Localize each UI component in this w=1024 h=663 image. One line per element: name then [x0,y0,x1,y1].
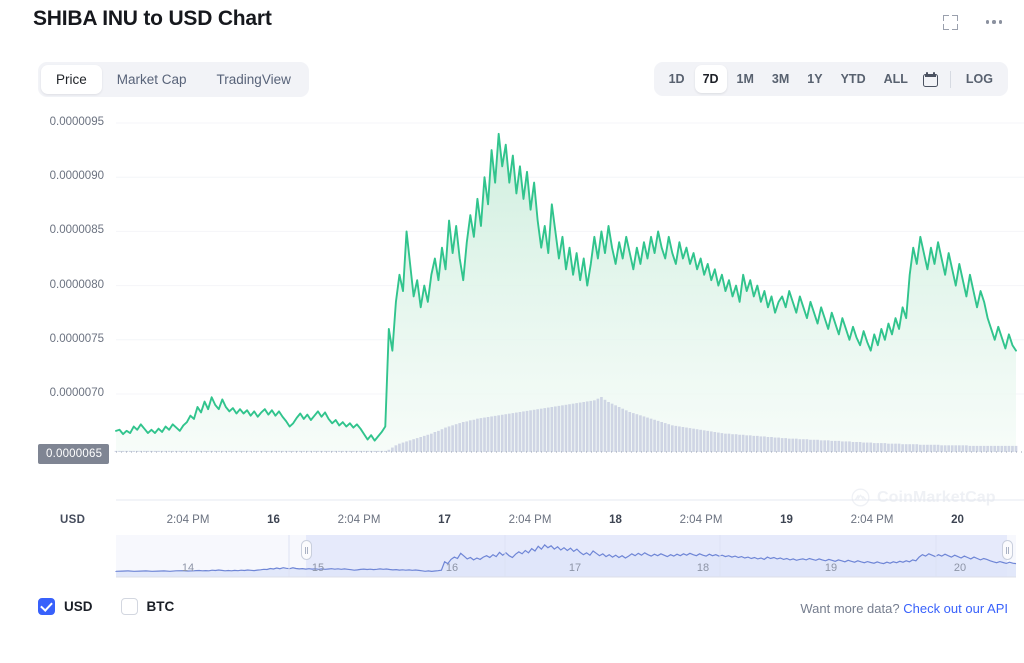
navigator-tick: 18 [696,562,710,574]
current-price-badge: 0.0000065 [38,444,110,464]
range-1y[interactable]: 1Y [807,72,823,86]
x-axis-tick: 16 [267,514,280,526]
navigator-handle-left[interactable] [301,540,312,560]
y-axis-label: 0.0000090 [49,170,104,183]
price-chart-svg [114,122,1024,501]
x-axis: USD 2:04 PM 16 2:04 PM 17 2:04 PM 18 2:0… [0,508,1024,534]
y-axis-label: 0.0000085 [49,224,104,237]
price-chart[interactable]: 0.0000095 0.0000090 0.0000085 0.0000080 … [0,110,1024,510]
y-axis-label: 0.0000075 [49,332,104,345]
x-axis-tick: 18 [609,514,622,526]
navigator-tick: 19 [824,562,838,574]
range-1m[interactable]: 1M [736,72,754,86]
x-axis-tick: 2:04 PM [679,514,723,526]
time-range-selector: 1D 7D 1M 3M 1Y YTD ALL LOG [653,62,1008,96]
range-1d[interactable]: 1D [668,72,685,86]
x-axis-tick: 17 [438,514,451,526]
x-axis-tick: 2:04 PM [166,514,210,526]
chart-footer: USD BTC Want more data? Check out our AP… [0,592,1024,632]
x-axis-tick: 19 [780,514,793,526]
x-axis-tick: 2:04 PM [508,514,552,526]
navigator-tick: 20 [953,562,967,574]
api-note: Want more data? Check out our API [800,601,1008,616]
x-axis-tick: 2:04 PM [850,514,894,526]
more-options-icon[interactable] [982,10,1006,34]
y-axis-label: 0.0000095 [49,116,104,128]
checkbox-btc[interactable]: BTC [120,598,175,615]
currency-axis-label: USD [60,514,86,526]
range-navigator[interactable]: 14 15 16 17 18 19 20 [0,533,1024,585]
y-axis-label: 0.0000080 [49,278,104,291]
range-3m[interactable]: 3M [771,72,790,86]
api-note-prompt: Want more data? [800,601,900,616]
navigator-tick: 14 [181,562,195,574]
checkbox-usd-box[interactable] [38,598,55,615]
tab-market-cap[interactable]: Market Cap [116,72,187,87]
range-log-toggle[interactable]: LOG [965,72,993,86]
x-axis-tick: 2:04 PM [337,514,381,526]
tab-tradingview[interactable]: TradingView [216,72,291,87]
checkbox-usd[interactable]: USD [38,598,93,615]
navigator-svg [115,535,1017,578]
page-header: SHIBA INU to USD Chart [0,0,1024,48]
chart-type-tabs: Price Market Cap TradingView [38,62,309,97]
currency-toggles: USD BTC [38,598,174,615]
navigator-handle-right[interactable] [1002,540,1013,560]
api-link[interactable]: Check out our API [903,601,1008,616]
page-title: SHIBA INU to USD Chart [33,7,272,30]
range-divider [949,70,951,88]
x-axis-tick: 20 [951,514,964,526]
y-axis-label: 0.0000070 [49,387,104,399]
checkbox-btc-box[interactable] [120,598,138,615]
expand-icon[interactable] [938,10,962,34]
range-all[interactable]: ALL [883,72,908,86]
range-ytd[interactable]: YTD [840,72,866,86]
tab-price[interactable]: Price [41,65,102,94]
navigator-tick: 15 [311,562,325,574]
calendar-icon[interactable] [922,71,938,87]
checkbox-usd-label: USD [64,599,93,614]
header-actions [938,10,1006,34]
navigator-tick: 17 [568,562,582,574]
navigator-tick: 16 [445,562,459,574]
checkbox-btc-label: BTC [146,599,175,614]
range-7d[interactable]: 7D [694,65,727,93]
